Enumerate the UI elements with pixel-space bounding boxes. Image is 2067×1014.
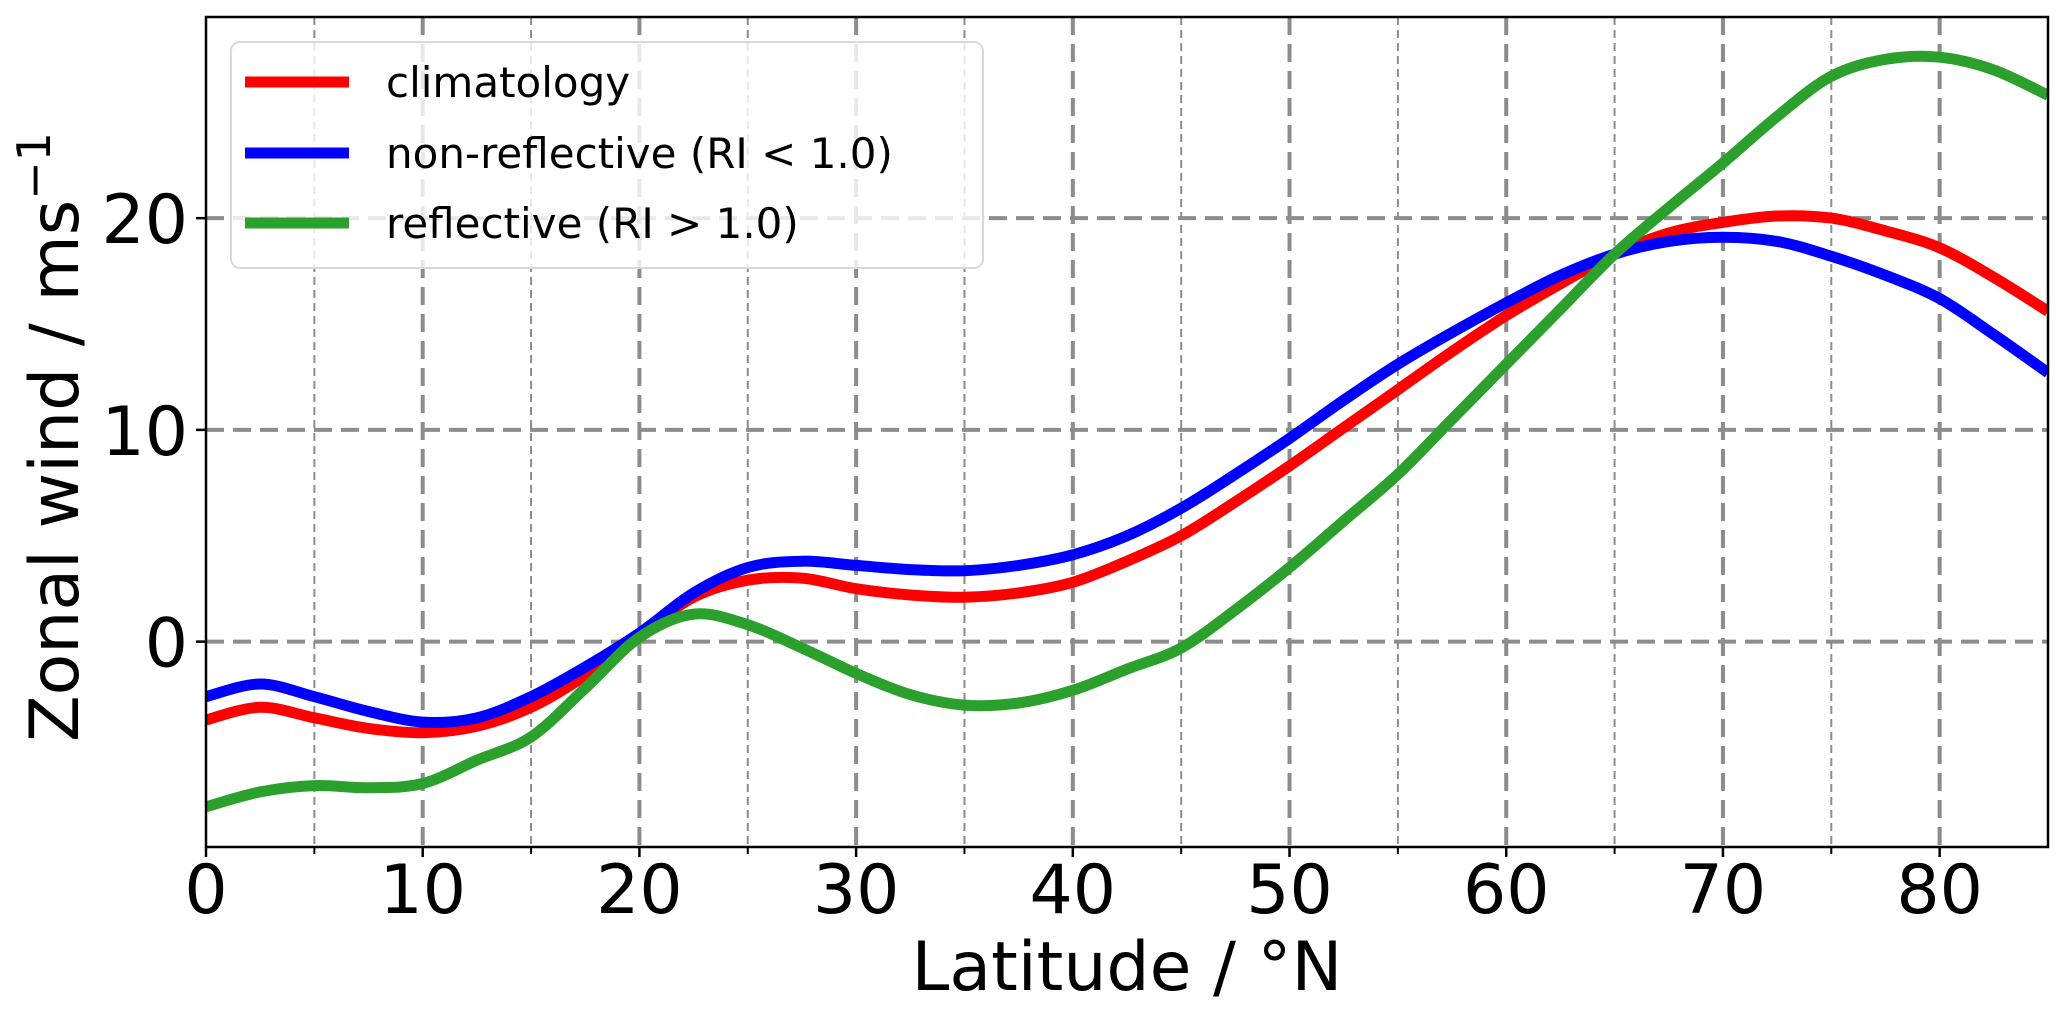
plot-frame: [204, 15, 2050, 849]
x-tick-label: 60: [1463, 851, 1550, 930]
x-tick-label: 30: [813, 851, 900, 930]
legend-label-non-reflective: non-reflective (RI < 1.0): [386, 129, 893, 178]
x-axis-label: Latitude / °N: [912, 928, 1343, 1007]
series-lines: [206, 50, 2048, 813]
axis-ticks: 0 10 20 30 40 50 60 70 80 0 10 20: [101, 181, 1982, 930]
x-tick-label: 40: [1030, 851, 1117, 930]
legend-label-climatology: climatology: [386, 58, 630, 107]
series-line-reflective: [206, 50, 2048, 813]
y-axis-label-superscript: −1: [7, 132, 61, 200]
y-axis-label: Zonal wind / ms−1: [7, 132, 95, 742]
x-tick-label: 10: [379, 851, 466, 930]
legend-box: [230, 41, 984, 269]
legend-label-reflective: reflective (RI > 1.0): [386, 199, 799, 248]
y-tick-label: 0: [145, 605, 188, 684]
x-tick-label: 20: [596, 851, 683, 930]
x-tick-label: 0: [184, 851, 227, 930]
series-line-climatology: [206, 210, 2048, 739]
y-tick-label: 10: [101, 393, 188, 472]
y-axis-label-main: Zonal wind / ms: [16, 200, 95, 742]
series-line-non-reflective: [206, 231, 2048, 728]
legend: climatology non-reflective (RI < 1.0) re…: [230, 41, 984, 269]
x-tick-label: 50: [1246, 851, 1333, 930]
x-tick-label: 80: [1896, 851, 1983, 930]
y-tick-label: 20: [101, 181, 188, 260]
x-tick-label: 70: [1680, 851, 1767, 930]
